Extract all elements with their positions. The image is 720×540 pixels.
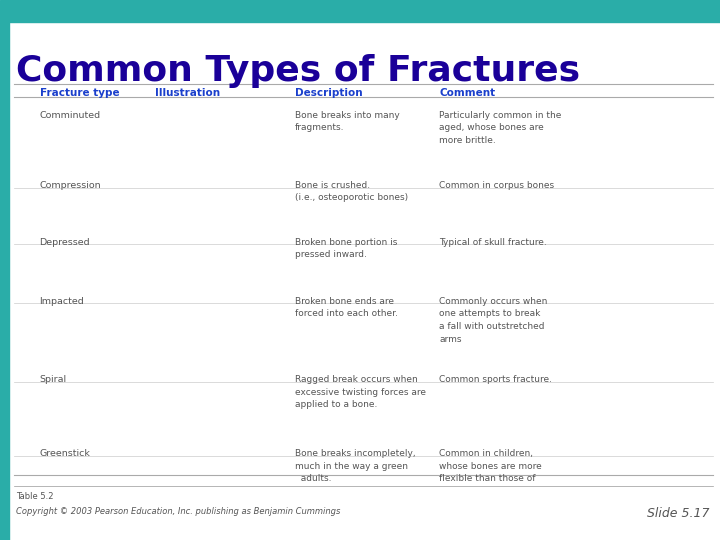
Text: Ragged break occurs when
excessive twisting forces are
applied to a bone.: Ragged break occurs when excessive twist… xyxy=(295,375,426,409)
Text: Slide 5.17: Slide 5.17 xyxy=(647,507,709,519)
Text: Description: Description xyxy=(295,88,363,98)
Text: Spiral: Spiral xyxy=(40,375,67,384)
Text: Particularly common in the
aged, whose bones are
more brittle.: Particularly common in the aged, whose b… xyxy=(439,111,562,145)
Text: Fracture type: Fracture type xyxy=(40,88,120,98)
Text: Depressed: Depressed xyxy=(40,238,90,247)
Text: Bone breaks into many
fragments.: Bone breaks into many fragments. xyxy=(295,111,400,132)
Text: Commonly occurs when
one attempts to break
a fall with outstretched
arms: Commonly occurs when one attempts to bre… xyxy=(439,297,548,343)
Text: Comment: Comment xyxy=(439,88,495,98)
Text: Common in children,
whose bones are more
flexible than those of: Common in children, whose bones are more… xyxy=(439,449,542,483)
Text: Table 5.2: Table 5.2 xyxy=(16,492,53,502)
Text: Broken bone ends are
forced into each other.: Broken bone ends are forced into each ot… xyxy=(295,297,398,319)
Text: Broken bone portion is
pressed inward.: Broken bone portion is pressed inward. xyxy=(295,238,397,259)
Text: Comminuted: Comminuted xyxy=(40,111,101,120)
Text: Compression: Compression xyxy=(40,181,102,190)
Text: Typical of skull fracture.: Typical of skull fracture. xyxy=(439,238,547,247)
Text: Copyright © 2003 Pearson Education, Inc. publishing as Benjamin Cummings: Copyright © 2003 Pearson Education, Inc.… xyxy=(16,507,341,516)
Bar xyxy=(0,0,720,22)
Bar xyxy=(0,22,9,540)
Text: Impacted: Impacted xyxy=(40,297,84,306)
Text: Common sports fracture.: Common sports fracture. xyxy=(439,375,552,384)
Text: Bone is crushed.
(i.e., osteoporotic bones): Bone is crushed. (i.e., osteoporotic bon… xyxy=(295,181,408,202)
Text: Illustration: Illustration xyxy=(155,88,220,98)
Text: Greenstick: Greenstick xyxy=(40,449,91,458)
Text: Common Types of Fractures: Common Types of Fractures xyxy=(16,54,580,88)
Text: Bone breaks incompletely,
much in the way a green
  adults.: Bone breaks incompletely, much in the wa… xyxy=(295,449,416,483)
Text: Common in corpus bones: Common in corpus bones xyxy=(439,181,554,190)
